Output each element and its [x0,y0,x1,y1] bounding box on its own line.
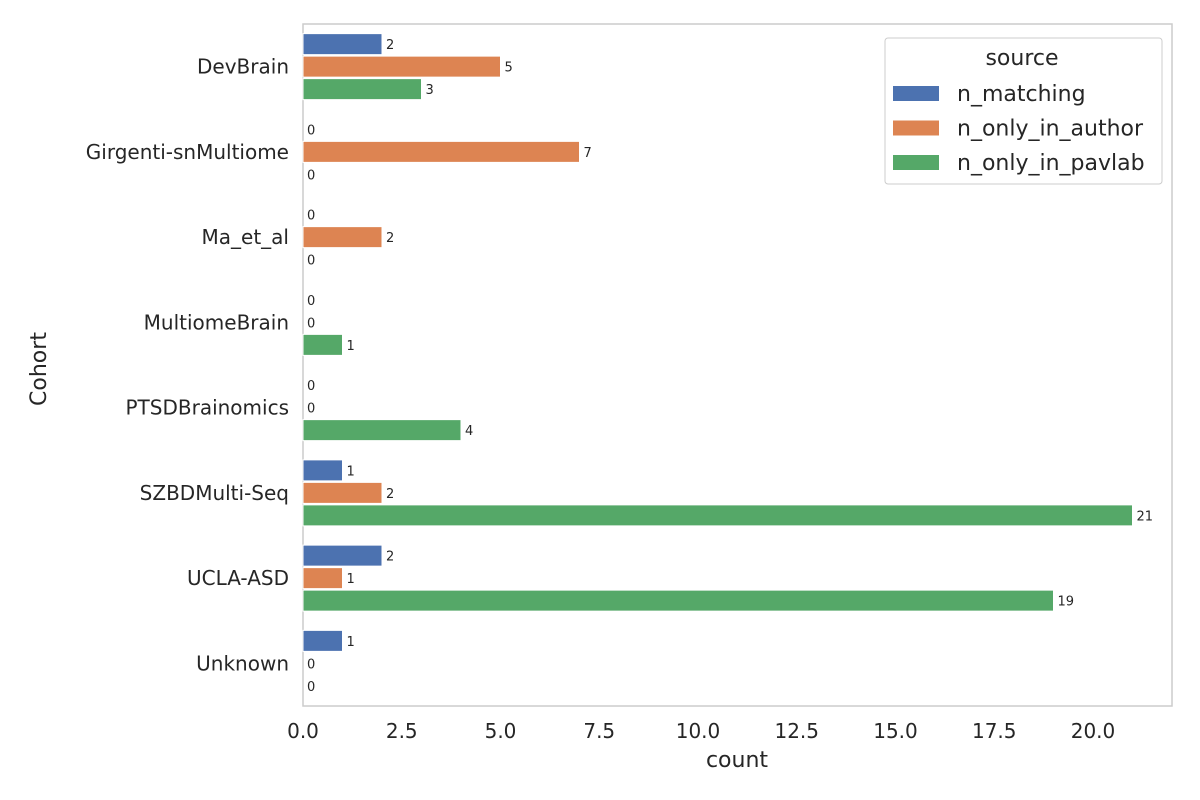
legend-swatch [893,120,939,136]
data-label: 0 [307,657,315,672]
bar-n_matching [302,629,343,652]
x-tick-label: 5.0 [485,719,517,743]
bar-n_only_in_author [302,140,580,163]
data-label: 0 [307,680,315,695]
bar-n_matching [302,459,343,482]
y-tick-label: SZBDMulti-Seq [140,481,289,505]
legend-box [884,37,1163,185]
x-tick-label: 2.5 [386,719,418,743]
data-label: 0 [307,294,315,309]
x-tick-label: 15.0 [873,719,918,743]
x-tick-label: 10.0 [676,719,721,743]
data-label: 3 [426,83,434,98]
bar-n_only_in_author [302,567,343,590]
data-label: 0 [307,316,315,331]
y-tick-label: UCLA-ASD [187,566,289,590]
data-label: 5 [505,61,513,76]
data-label: 21 [1137,509,1154,524]
y-tick-label: MultiomeBrain [144,310,289,334]
legend: source n_matching n_only_in_author n_only_… [884,37,1163,185]
legend-title: source [985,46,1058,71]
x-tick-label: 0.0 [287,719,319,743]
legend-label: n_matching [957,82,1086,107]
data-label: 0 [307,254,315,269]
y-axis-title: Cohort [27,332,52,406]
data-label: 1 [347,339,355,354]
data-label: 0 [307,123,315,138]
y-tick-label: Ma_et_al [202,225,289,249]
ticks-layer: DevBrain Girgenti-snMultiome Ma_et_al Multi… [86,55,1116,743]
x-tick-label: 20.0 [1071,719,1116,743]
bar-n_only_in_pavlab [302,333,343,356]
data-label: 1 [347,464,355,479]
data-label: 2 [386,550,394,565]
data-label: 0 [307,168,315,183]
x-tick-label: 7.5 [583,719,615,743]
x-tick-label: 12.5 [774,719,819,743]
bar-n_only_in_pavlab [302,419,462,442]
bar-n_only_in_author [302,55,501,78]
data-label: 0 [307,379,315,394]
bar-n_only_in_pavlab [302,78,422,101]
y-tick-label: Unknown [196,651,289,675]
legend-swatch [893,155,939,170]
bar-n_only_in_author [302,226,383,249]
y-tick-label: PTSDBrainomics [126,396,290,420]
y-tick-label: DevBrain [197,55,289,79]
data-label: 4 [465,424,473,439]
data-label: 2 [386,38,394,53]
legend-swatch [893,86,939,101]
data-label: 1 [347,572,355,587]
legend-label: n_only_in_author [957,117,1144,142]
bar-n_only_in_pavlab [302,504,1133,527]
data-label: 19 [1058,595,1075,610]
data-label: 0 [307,402,315,417]
bar-n_only_in_pavlab [302,589,1054,612]
x-axis-title: count [706,748,768,773]
data-label: 7 [584,146,592,161]
data-label: 2 [386,231,394,246]
bar-n_only_in_author [302,481,383,504]
data-label: 2 [386,487,394,502]
bar-n_matching [302,33,383,56]
bar-n_matching [302,544,383,567]
data-label: 1 [347,635,355,650]
x-tick-label: 17.5 [972,719,1017,743]
y-tick-label: Girgenti-snMultiome [86,140,289,164]
legend-label: n_only_in_pavlab [957,151,1145,176]
data-label: 0 [307,209,315,224]
